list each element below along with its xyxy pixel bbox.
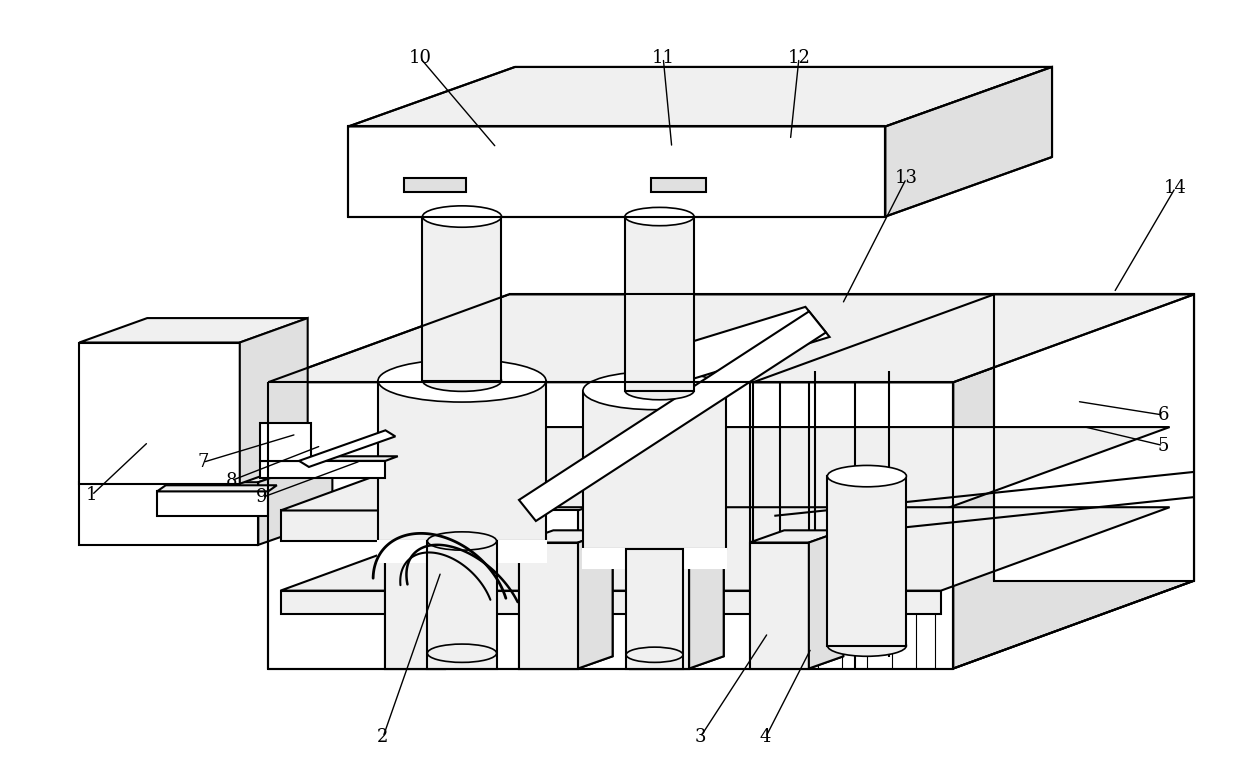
Polygon shape — [994, 295, 1194, 581]
Ellipse shape — [583, 530, 727, 568]
Polygon shape — [348, 67, 1052, 126]
Polygon shape — [625, 217, 694, 391]
Polygon shape — [386, 511, 445, 668]
Polygon shape — [280, 427, 1169, 511]
Polygon shape — [299, 431, 396, 467]
Polygon shape — [445, 531, 480, 668]
Polygon shape — [423, 217, 501, 381]
Polygon shape — [280, 511, 941, 541]
Polygon shape — [750, 531, 843, 543]
Polygon shape — [954, 295, 1194, 668]
Polygon shape — [663, 307, 830, 381]
Polygon shape — [518, 511, 578, 668]
Text: 2: 2 — [377, 728, 388, 746]
Ellipse shape — [423, 206, 501, 227]
Text: 3: 3 — [694, 728, 706, 746]
Ellipse shape — [378, 359, 546, 402]
Polygon shape — [518, 543, 578, 668]
Polygon shape — [378, 541, 546, 562]
Polygon shape — [626, 548, 683, 668]
Polygon shape — [445, 498, 480, 668]
Text: 14: 14 — [1164, 178, 1187, 197]
Polygon shape — [583, 391, 727, 548]
Polygon shape — [689, 498, 724, 668]
Polygon shape — [518, 531, 613, 543]
Polygon shape — [268, 382, 954, 668]
Polygon shape — [808, 531, 843, 668]
Text: 10: 10 — [408, 48, 432, 67]
Text: 11: 11 — [652, 48, 675, 67]
Ellipse shape — [428, 532, 496, 550]
Polygon shape — [630, 511, 689, 668]
Polygon shape — [259, 461, 386, 478]
Polygon shape — [827, 476, 906, 646]
Polygon shape — [259, 456, 398, 461]
Ellipse shape — [423, 370, 501, 391]
Text: 13: 13 — [895, 169, 918, 188]
Polygon shape — [157, 491, 268, 516]
Polygon shape — [630, 531, 724, 543]
Ellipse shape — [626, 647, 683, 662]
Polygon shape — [750, 543, 808, 668]
Polygon shape — [259, 423, 311, 461]
Polygon shape — [157, 485, 277, 491]
Text: 9: 9 — [257, 488, 268, 507]
Polygon shape — [578, 498, 613, 668]
Polygon shape — [79, 342, 239, 484]
Polygon shape — [651, 178, 707, 192]
Polygon shape — [578, 531, 613, 668]
Polygon shape — [630, 543, 689, 668]
Polygon shape — [79, 456, 332, 482]
Polygon shape — [689, 531, 724, 668]
Ellipse shape — [378, 520, 546, 562]
Polygon shape — [268, 295, 1194, 382]
Polygon shape — [280, 508, 1169, 591]
Text: 6: 6 — [1157, 406, 1169, 424]
Polygon shape — [583, 548, 727, 568]
Polygon shape — [750, 656, 843, 668]
Ellipse shape — [625, 208, 694, 226]
Polygon shape — [239, 318, 308, 484]
Text: 1: 1 — [86, 486, 98, 504]
Text: 8: 8 — [226, 471, 237, 490]
Polygon shape — [79, 482, 258, 544]
Polygon shape — [386, 543, 445, 668]
Polygon shape — [404, 178, 466, 192]
Ellipse shape — [625, 381, 694, 400]
Ellipse shape — [827, 465, 906, 487]
Text: 5: 5 — [1157, 437, 1169, 454]
Polygon shape — [378, 381, 546, 541]
Polygon shape — [885, 67, 1052, 217]
Polygon shape — [280, 591, 941, 614]
Polygon shape — [386, 531, 480, 543]
Text: 7: 7 — [197, 454, 208, 471]
Polygon shape — [348, 126, 885, 217]
Polygon shape — [79, 318, 308, 342]
Polygon shape — [258, 456, 332, 544]
Ellipse shape — [583, 371, 727, 410]
Ellipse shape — [827, 635, 906, 656]
Polygon shape — [754, 295, 1194, 382]
Ellipse shape — [428, 644, 496, 662]
Text: 4: 4 — [760, 728, 771, 746]
Polygon shape — [428, 541, 496, 668]
Polygon shape — [520, 311, 826, 521]
Text: 12: 12 — [787, 48, 811, 67]
